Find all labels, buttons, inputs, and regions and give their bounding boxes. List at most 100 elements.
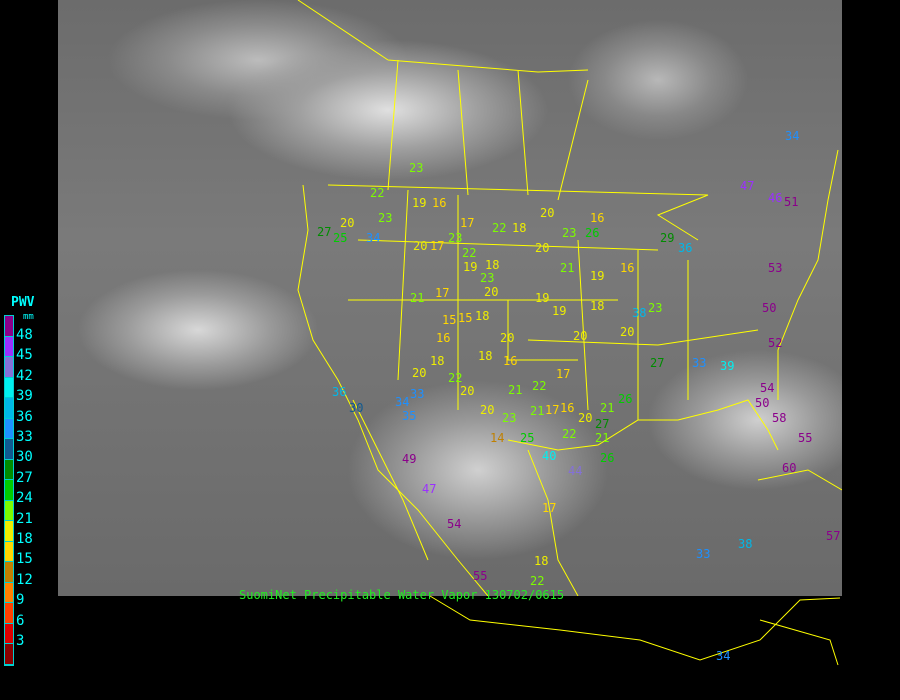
station-pwv-value: 20 [500,331,515,345]
station-pwv-value: 23 [480,271,495,285]
station-pwv-value: 20 [484,285,499,299]
station-pwv-value: 46 [768,191,783,205]
station-pwv-value: 21 [600,401,615,415]
station-pwv-value: 52 [768,336,783,350]
station-pwv-value: 34 [785,129,800,143]
station-pwv-value: 19 [535,291,550,305]
legend-swatch [5,336,13,357]
legend-label: 12 [16,571,33,588]
legend-label: 39 [16,388,33,405]
legend-swatch [5,562,13,583]
station-pwv-value: 20 [340,216,355,230]
station-pwv-value: 33 [692,356,707,370]
station-pwv-value: 16 [432,196,447,210]
station-pwv-value: 23 [409,161,424,175]
station-pwv-value: 26 [618,392,633,406]
satellite-image [58,0,842,596]
station-pwv-value: 17 [435,286,450,300]
station-pwv-value: 38 [738,537,753,551]
station-pwv-value: 51 [784,195,799,209]
gulf-coast [507,399,779,451]
legend-swatch [5,644,13,665]
legend-label: 6 [16,612,25,629]
station-pwv-value: 49 [402,452,417,466]
legend-swatch [5,357,13,378]
station-pwv-value: 55 [798,431,813,445]
station-pwv-value: 16 [436,331,451,345]
station-pwv-value: 57 [826,529,841,543]
legend-label: 42 [16,367,33,384]
station-pwv-value: 26 [600,451,615,465]
legend-swatch [5,500,13,521]
station-pwv-value: 19 [463,260,478,274]
station-pwv-value: 20 [480,403,495,417]
station-pwv-value: 20 [535,241,550,255]
legend-label: 21 [16,510,33,527]
station-pwv-value: 54 [760,381,775,395]
station-pwv-value: 22 [492,221,507,235]
legend-label: 15 [16,551,33,568]
legend-label: 3 [16,633,25,649]
station-pwv-value: 22 [562,427,577,441]
station-pwv-value: 40 [542,449,557,463]
station-pwv-value: 17 [542,501,557,515]
legend-label: 33 [16,429,33,445]
legend-swatch [5,623,13,644]
station-pwv-value: 55 [473,569,488,583]
station-pwv-value: 34 [716,649,731,663]
station-pwv-value: 22 [448,371,463,385]
station-pwv-value: 25 [520,431,535,445]
station-pwv-value: 15 [458,311,473,325]
station-pwv-value: 21 [410,291,425,305]
station-pwv-value: 50 [762,301,777,315]
legend-unit: mm [23,312,34,322]
station-pwv-value: 18 [534,554,549,568]
station-pwv-value: 17 [556,367,571,381]
station-pwv-value: 27 [595,417,610,431]
station-pwv-value: 14 [490,431,505,445]
legend-swatch [5,541,13,562]
us-canada-border [327,184,709,241]
station-pwv-value: 30 [349,401,364,415]
station-pwv-value: 22 [370,186,385,200]
us-state-lines [348,189,759,420]
station-pwv-value: 18 [475,309,490,323]
station-pwv-value: 15 [442,313,457,327]
station-pwv-value: 23 [562,226,577,240]
legend-swatch [5,480,13,501]
station-pwv-value: 20 [412,366,427,380]
station-pwv-value: 34 [395,395,410,409]
legend-swatch [5,398,13,419]
station-pwv-value: 22 [530,574,545,588]
legend-label: 24 [16,490,33,507]
station-pwv-value: 18 [485,258,500,272]
station-pwv-value: 21 [595,431,610,445]
station-pwv-value: 20 [620,325,635,339]
station-pwv-value: 23 [448,231,463,245]
legend-label: 18 [16,531,33,547]
mexico-coast [527,449,579,596]
state-boundaries [297,0,842,596]
legend-label: 30 [16,449,33,466]
east-coast [777,149,839,400]
legend-label: 9 [16,592,25,609]
station-pwv-value: 53 [768,261,783,275]
legend-label: 45 [16,347,33,364]
station-pwv-value: 17 [545,403,560,417]
station-pwv-value: 19 [552,304,567,318]
station-pwv-value: 47 [422,482,437,496]
station-pwv-value: 20 [413,239,428,253]
station-pwv-value: 22 [532,379,547,393]
station-pwv-value: 19 [590,269,605,283]
station-pwv-value: 34 [366,231,381,245]
station-pwv-value: 18 [590,299,605,313]
station-pwv-value: 17 [460,216,475,230]
station-pwv-value: 60 [782,461,797,475]
station-pwv-value: 23 [378,211,393,225]
station-pwv-value: 23 [502,411,517,425]
station-pwv-value: 33 [696,547,711,561]
map-caption: SuomiNet Precipitable Water Vapor 130702… [239,588,565,602]
station-pwv-value: 36 [332,385,347,399]
legend-swatch [5,459,13,480]
